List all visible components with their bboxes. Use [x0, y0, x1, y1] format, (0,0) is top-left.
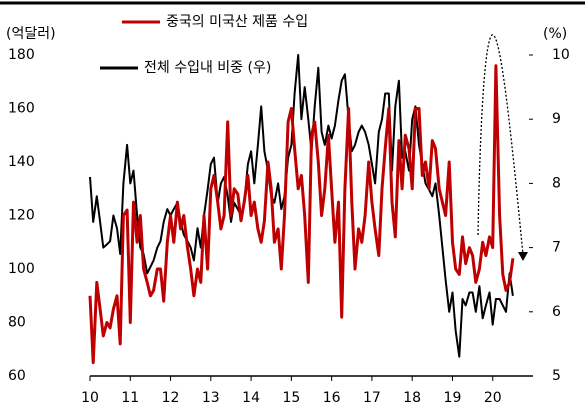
y-tick-label: 60 — [8, 368, 26, 384]
x-tick-label: 18 — [403, 390, 421, 406]
y2-axis-label: (%) — [543, 26, 567, 42]
annotation-arrow — [477, 34, 524, 256]
x-tick-label: 16 — [323, 390, 341, 406]
series-line — [89, 54, 514, 358]
y2-tick-label: 9 — [552, 111, 561, 127]
x-tick-label: 15 — [282, 390, 300, 406]
x-tick-label: 12 — [162, 390, 180, 406]
x-tick-label: 17 — [363, 390, 381, 406]
x-tick-label: 10 — [81, 390, 99, 406]
x-tick-label: 20 — [484, 390, 502, 406]
series-line — [88, 64, 515, 365]
y-tick-label: 160 — [8, 101, 35, 117]
legend-label: 중국의 미국산 제품 수입 — [166, 14, 308, 30]
y-tick-label: 120 — [8, 208, 35, 224]
y-tick-label: 140 — [8, 154, 35, 170]
y2-tick-label: 7 — [552, 240, 561, 256]
y-tick-label: 180 — [8, 47, 35, 63]
x-tick-label: 19 — [444, 390, 462, 406]
x-tick-label: 14 — [242, 390, 260, 406]
x-tick-label: 11 — [121, 390, 139, 406]
y2-tick-label: 10 — [552, 47, 570, 63]
y2-tick-label: 8 — [552, 175, 561, 191]
x-tick-label: 13 — [202, 390, 220, 406]
y-tick-label: 100 — [8, 261, 35, 277]
y-axis-label: (억달러) — [6, 26, 56, 42]
legend-label: 전체 수입내 비중 (우) — [144, 60, 271, 76]
y-tick-label: 80 — [8, 315, 26, 331]
y2-tick-label: 5 — [552, 368, 561, 384]
arrow-head — [518, 252, 528, 261]
y2-tick-label: 6 — [552, 304, 561, 320]
